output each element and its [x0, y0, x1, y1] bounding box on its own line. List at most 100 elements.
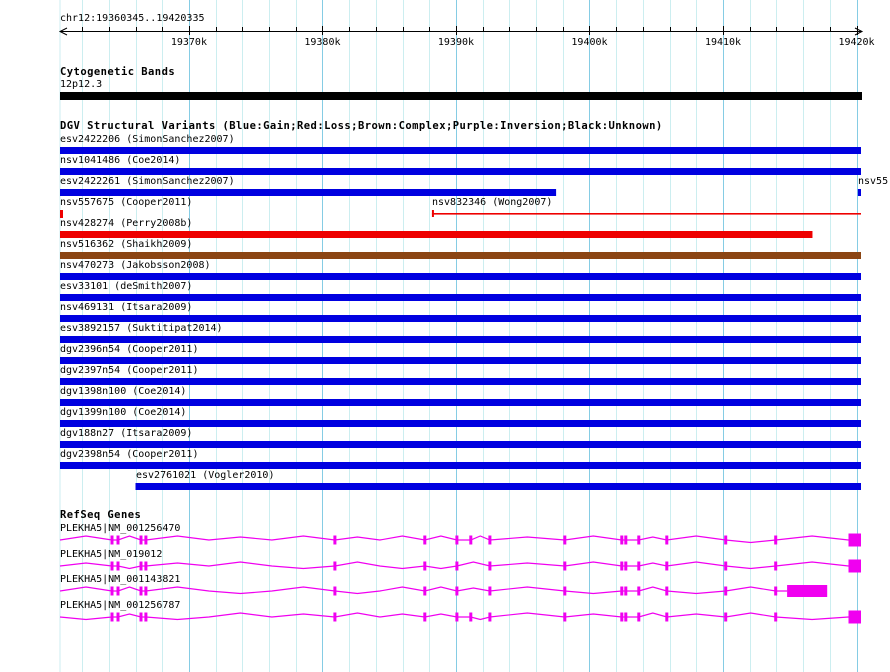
gene-exon-NM_001256470[interactable]	[637, 535, 641, 545]
variant-bar-dgv2398n54[interactable]	[60, 462, 861, 469]
ruler-tick-label: 19380k	[304, 37, 341, 48]
gene-exon-NM_001256470[interactable]	[774, 535, 778, 545]
gene-exon-NM_001256787[interactable]	[110, 612, 114, 622]
ruler-tick-label: 19400k	[571, 37, 608, 48]
variant-bar-nsv469131[interactable]	[60, 315, 861, 322]
gene-exon-NM_001256787[interactable]	[563, 612, 567, 622]
gene-exon-NM_019012[interactable]	[724, 561, 728, 571]
gene-exon-NM_019012[interactable]	[637, 561, 641, 571]
variant-bar-nsv1041486[interactable]	[60, 168, 861, 175]
gene-exon-NM_019012[interactable]	[144, 561, 148, 571]
variant-bar-nsv557675[interactable]	[60, 210, 63, 218]
gene-exon-NM_001256470[interactable]	[563, 535, 567, 545]
gene-exon-NM_001256470[interactable]	[665, 535, 669, 545]
gene-exon-NM_001256470[interactable]	[423, 535, 427, 545]
gene-exon-NM_019012[interactable]	[774, 561, 778, 571]
variant-bar-dgv1398n100[interactable]	[60, 399, 861, 406]
gene-exon-NM_001143821[interactable]	[774, 586, 778, 596]
gene-exon-NM_001256470[interactable]	[624, 535, 628, 545]
gene-exon-NM_001256787[interactable]	[488, 612, 492, 622]
variant-bar-esv2422261[interactable]	[60, 189, 557, 196]
gene-exon-NM_019012[interactable]	[563, 561, 567, 571]
gene-exon-NM_001256470[interactable]	[488, 535, 492, 545]
gene-exon-NM_001256787[interactable]	[333, 612, 337, 622]
gene-exon-NM_001143821[interactable]	[724, 586, 728, 596]
gene-exon-NM_001256470[interactable]	[110, 535, 114, 545]
variant-bar-dgv2396n54[interactable]	[60, 357, 861, 364]
variant-bar-nsv516362[interactable]	[60, 252, 861, 259]
gene-exon-NM_019012[interactable]	[423, 561, 427, 571]
gene-exon-NM_019012[interactable]	[620, 561, 624, 571]
gene-exon-NM_001256787[interactable]	[724, 612, 728, 622]
gene-model-line-NM_019012[interactable]	[59, 561, 849, 570]
gene-exon-NM_001143821[interactable]	[139, 586, 143, 596]
gene-exon-NM_019012[interactable]	[333, 561, 337, 571]
gene-exon-NM_001256470[interactable]	[116, 535, 120, 545]
gene-exon-NM_001143821[interactable]	[624, 586, 628, 596]
ruler-tick-label: 19370k	[170, 37, 207, 48]
gene-exon-NM_001143821[interactable]	[665, 586, 669, 596]
gene-exon-NM_019012[interactable]	[488, 561, 492, 571]
gene-exon-NM_019012[interactable]	[624, 561, 628, 571]
variant-label-dgv188n27: dgv188n27 (Itsara2009)	[60, 428, 193, 439]
gene-exon-NM_001256787[interactable]	[455, 612, 459, 622]
gene-exon-NM_001256787[interactable]	[624, 612, 628, 622]
gene-exon-NM_001256470[interactable]	[144, 535, 148, 545]
gene-exon-NM_001256787[interactable]	[469, 612, 473, 622]
variant-bar-nsv832346[interactable]	[431, 213, 861, 215]
gene-end-block-NM_001143821[interactable]	[787, 585, 828, 597]
gene-label-NM_001143821: PLEKHA5|NM_001143821	[60, 574, 181, 585]
gene-model-line-NM_001143821[interactable]	[59, 586, 788, 595]
gene-exon-NM_001256787[interactable]	[665, 612, 669, 622]
variant-bar-nsv55[interactable]	[857, 189, 861, 196]
gene-exon-NM_001256470[interactable]	[724, 535, 728, 545]
gene-end-block-NM_001256470[interactable]	[848, 533, 862, 547]
gene-exon-NM_001143821[interactable]	[563, 586, 567, 596]
gene-exon-NM_001256787[interactable]	[139, 612, 143, 622]
gene-exon-NM_001143821[interactable]	[116, 586, 120, 596]
gene-end-block-NM_019012[interactable]	[848, 559, 862, 573]
gene-exon-NM_001256787[interactable]	[620, 612, 624, 622]
variant-label-nsv557675: nsv557675 (Cooper2011)	[60, 197, 193, 208]
cytoband-bar-12p12.3[interactable]	[60, 92, 862, 100]
gene-end-block-NM_001256787[interactable]	[848, 610, 862, 624]
gene-exon-NM_001256470[interactable]	[139, 535, 143, 545]
gene-exon-NM_019012[interactable]	[116, 561, 120, 571]
gene-exon-NM_001256787[interactable]	[774, 612, 778, 622]
gene-exon-NM_001256787[interactable]	[144, 612, 148, 622]
gene-exon-NM_001143821[interactable]	[423, 586, 427, 596]
variant-bar-dgv1399n100[interactable]	[60, 420, 861, 427]
gene-exon-NM_001256470[interactable]	[620, 535, 624, 545]
gene-exon-NM_001143821[interactable]	[333, 586, 337, 596]
gene-exon-NM_001143821[interactable]	[488, 586, 492, 596]
variant-bar-dgv188n27[interactable]	[60, 441, 861, 448]
gene-exon-NM_001256470[interactable]	[333, 535, 337, 545]
variant-bar-dgv2397n54[interactable]	[60, 378, 861, 385]
variant-bar-esv2422206[interactable]	[60, 147, 861, 154]
gene-model-line-NM_001256470[interactable]	[59, 535, 849, 544]
gene-model-line-NM_001256787[interactable]	[59, 612, 849, 621]
section-title-refseq: RefSeq Genes	[60, 509, 142, 521]
gene-exon-NM_001143821[interactable]	[620, 586, 624, 596]
gene-exon-NM_001256787[interactable]	[637, 612, 641, 622]
gene-exon-NM_001143821[interactable]	[637, 586, 641, 596]
variant-bar-esv33101[interactable]	[60, 294, 861, 301]
variant-bar-esv2761021[interactable]	[135, 483, 861, 490]
ruler-tick-label: 19390k	[437, 37, 475, 48]
variant-bar-nsv428274[interactable]	[60, 231, 813, 238]
gene-exon-NM_001256470[interactable]	[469, 535, 473, 545]
gene-exon-NM_001143821[interactable]	[110, 586, 114, 596]
gene-exon-NM_001256470[interactable]	[455, 535, 459, 545]
variant-label-esv2422206: esv2422206 (SimonSanchez2007)	[60, 134, 235, 145]
gene-exon-NM_001143821[interactable]	[455, 586, 459, 596]
gene-exon-NM_019012[interactable]	[110, 561, 114, 571]
gene-exon-NM_019012[interactable]	[665, 561, 669, 571]
ruler-left-arrow-icon	[58, 27, 68, 36]
variant-bar-esv3892157[interactable]	[60, 336, 861, 343]
gene-exon-NM_001143821[interactable]	[144, 586, 148, 596]
gene-exon-NM_001256787[interactable]	[116, 612, 120, 622]
variant-bar-nsv470273[interactable]	[60, 273, 861, 280]
gene-exon-NM_019012[interactable]	[455, 561, 459, 571]
gene-exon-NM_019012[interactable]	[139, 561, 143, 571]
gene-exon-NM_001256787[interactable]	[423, 612, 427, 622]
